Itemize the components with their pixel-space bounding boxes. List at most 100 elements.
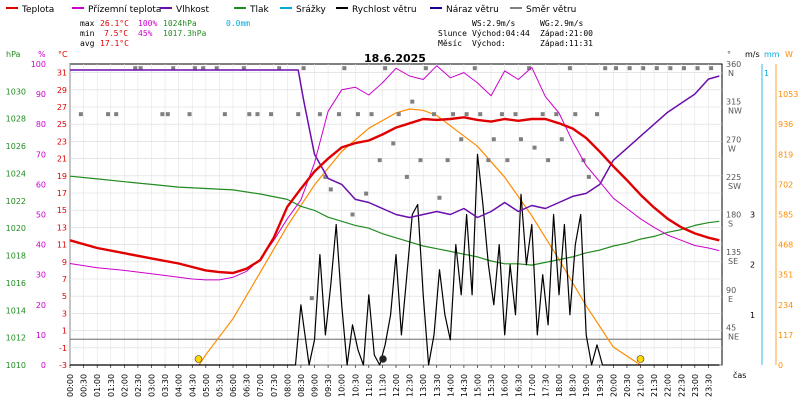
wind-direction-point [527, 66, 532, 71]
tick-label-pct: 0 [41, 361, 46, 370]
wind-direction-point [222, 112, 227, 117]
tick-label-pct: 50 [36, 211, 46, 220]
tick-label-hpa: 1022 [6, 197, 26, 206]
plot-layer [69, 65, 720, 366]
tick-label-w: 1053 [778, 90, 798, 99]
tick-label-time: 04:30 [188, 374, 197, 397]
tick-label-dir: 225 [726, 173, 741, 182]
legend-label-naraz-vetru: Náraz větru [446, 5, 499, 15]
tick-label-time: 03:00 [148, 374, 157, 397]
wind-direction-point [451, 112, 456, 117]
tick-label-time: 23:00 [691, 374, 700, 397]
wind-direction-point [478, 112, 483, 117]
tick-label-dir: 360 [726, 60, 741, 69]
tick-label-time: 17:00 [528, 374, 537, 397]
wind-direction-point [247, 112, 252, 117]
sun-set: Západ:21:00 [540, 29, 593, 38]
tick-label-dir: 270 [726, 135, 741, 144]
tick-label-w: 117 [778, 331, 793, 340]
tick-label-deg: -1 [59, 344, 67, 353]
tick-label-time: 08:00 [283, 374, 292, 397]
wind-direction-point [355, 112, 360, 117]
wind-direction-point [464, 112, 469, 117]
tick-label-time: 13:00 [419, 374, 428, 397]
tick-label-time: 07:30 [270, 374, 279, 397]
tick-label-w: 819 [778, 150, 793, 159]
stat-min-temp: 7.5°C [104, 29, 128, 38]
axis-pct-label: % [38, 50, 46, 59]
series-line-rychlost-vetru [70, 153, 720, 366]
tick-label-w: 468 [778, 241, 793, 250]
axis-ms-label: m/s [745, 50, 760, 59]
tick-label-deg: 25 [57, 120, 67, 129]
tick-label-ms: 3 [750, 211, 755, 220]
axis-deg-label: °C [58, 50, 68, 59]
stat-min-press: 1017.3hPa [163, 29, 207, 38]
wind-direction-point [559, 137, 564, 142]
wind-direction-point [165, 112, 170, 117]
wind-direction-point [187, 112, 192, 117]
tick-label-hpa: 1018 [6, 252, 26, 261]
tick-label-pct: 10 [36, 331, 46, 340]
tick-label-hpa: 1028 [6, 115, 26, 124]
tick-label-dir-compass: NE [728, 332, 739, 341]
tick-label-time: 13:30 [433, 374, 442, 397]
wind-direction-point [317, 112, 322, 117]
stat-min-label: min [80, 29, 95, 38]
tick-label-deg: 9 [62, 258, 67, 267]
wind-direction-point [323, 174, 328, 179]
wind-direction-point [369, 112, 374, 117]
tick-label-deg: 17 [57, 189, 67, 198]
wind-direction-point [668, 66, 673, 71]
tick-label-time: 05:00 [202, 374, 211, 397]
tick-label-pct: 60 [36, 180, 46, 189]
wind-direction-point [328, 187, 333, 192]
wind-direction-point [255, 112, 260, 117]
info-block: WS:2.9m/s WG:2.9m/s Slunce Východ:04:44 … [438, 19, 593, 48]
tick-label-dir: 315 [726, 98, 741, 107]
tick-label-time: 11:00 [365, 374, 374, 397]
wind-direction-point [396, 112, 401, 117]
wind-direction-point [540, 112, 545, 117]
marker-sunset [636, 355, 645, 363]
legend: Teplota Přízemní teplota Vlhkost Tlak Sr… [6, 5, 576, 15]
wind-direction-point [138, 66, 143, 71]
wind-direction-point [269, 112, 274, 117]
tick-label-time: 23:30 [704, 374, 713, 397]
wind-ws: WS:2.9m/s [472, 19, 516, 28]
wind-direction-point [554, 112, 559, 117]
axis-dir-label: ° [727, 50, 731, 59]
tick-label-time: 15:00 [474, 374, 483, 397]
stat-min-hum: 45% [138, 29, 153, 38]
axis-w-label: W [785, 50, 793, 59]
wind-direction-point [383, 66, 388, 71]
tick-label-time: 19:30 [596, 374, 605, 397]
tick-label-w: 0 [778, 361, 783, 370]
tick-label-pct: 70 [36, 150, 46, 159]
tick-label-time: 00:30 [80, 374, 89, 397]
tick-label-hpa: 1016 [6, 279, 26, 288]
wind-direction-point [518, 137, 523, 142]
tick-label-time: 18:30 [569, 374, 578, 397]
tick-label-dir: 180 [726, 211, 741, 220]
wind-direction-point [301, 66, 306, 71]
wind-direction-point [309, 296, 314, 301]
tick-label-dir-compass: SW [728, 182, 741, 191]
tick-label-deg: 15 [57, 206, 67, 215]
legend-label-rychlost-vetru: Rychlost větru [352, 5, 417, 15]
wind-direction-point [78, 112, 83, 117]
wind-direction-point [546, 158, 551, 163]
moon-rise: Východ: [472, 39, 506, 48]
legend-label-vlhkost: Vlhkost [176, 5, 209, 15]
tick-label-dir: 90 [726, 286, 736, 295]
tick-label-time: 14:00 [446, 374, 455, 397]
tick-label-time: 20:00 [609, 374, 618, 397]
tick-label-hpa: 1012 [6, 334, 26, 343]
stat-max-label: max [80, 19, 95, 28]
wind-direction-point [106, 112, 111, 117]
wind-direction-point [437, 195, 442, 200]
series-line-teplota [69, 116, 720, 275]
tick-label-time: 05:30 [215, 374, 224, 397]
tick-label-time: 08:30 [297, 374, 306, 397]
